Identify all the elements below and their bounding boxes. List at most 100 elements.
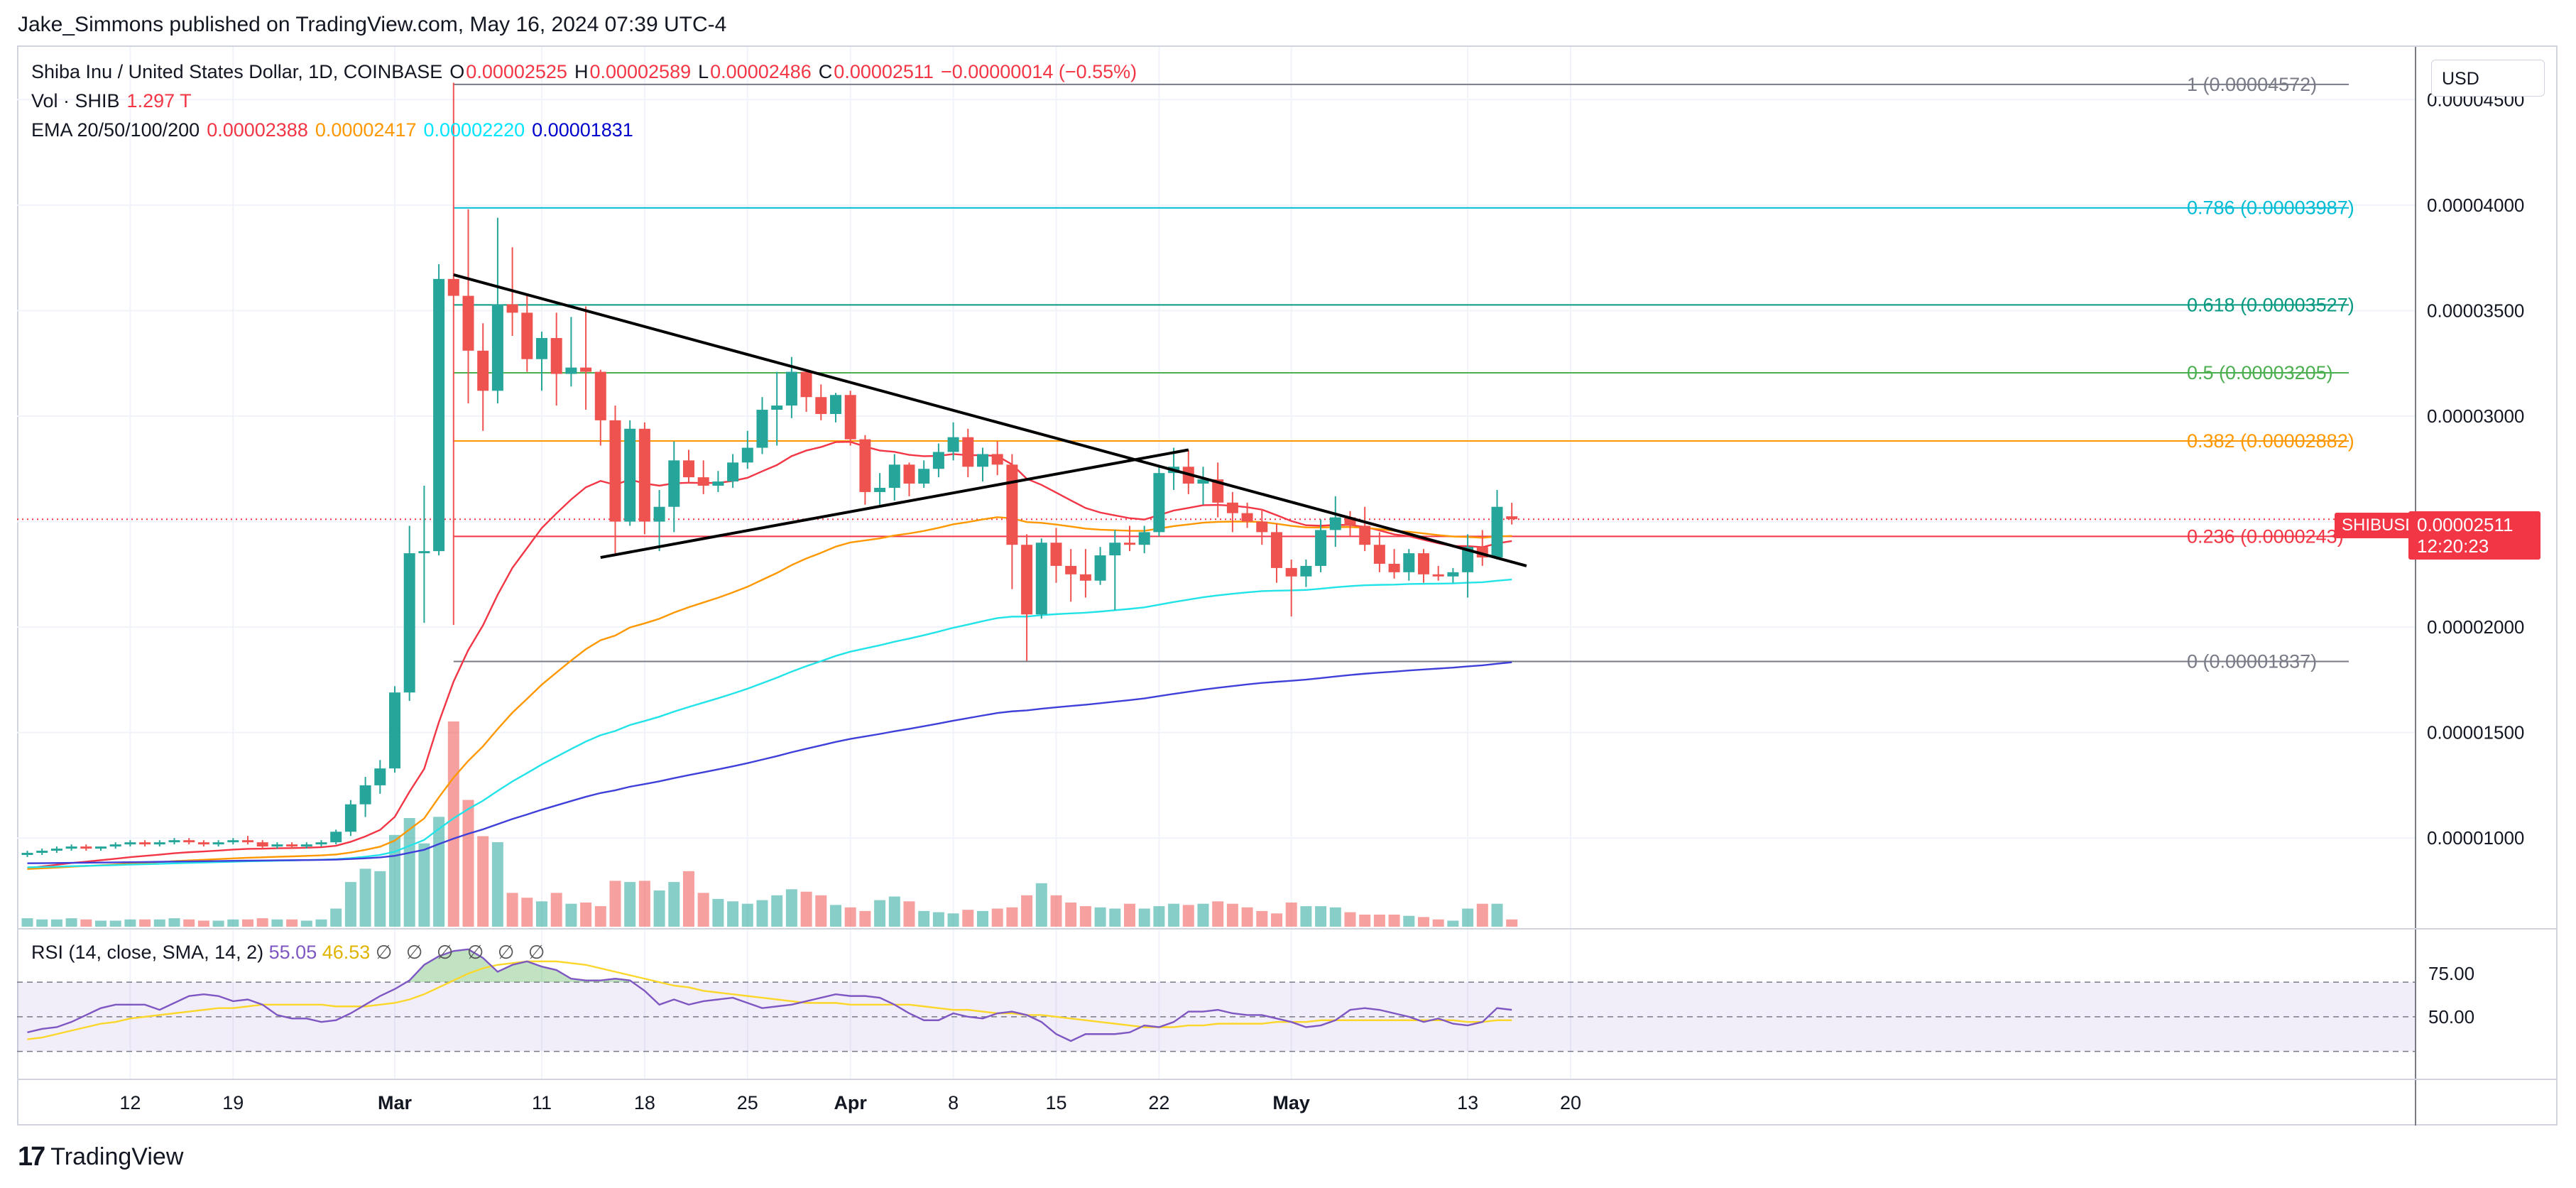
candle — [256, 840, 268, 849]
fib-level-label: 0.5 (0.00003205) — [2187, 362, 2333, 383]
tradingview-logo-icon: 17 — [18, 1142, 45, 1172]
volume-label[interactable]: Vol · SHIB — [31, 90, 120, 111]
candle — [1109, 530, 1121, 611]
time-tick-label: 18 — [634, 1092, 655, 1113]
volume-bar — [491, 842, 503, 927]
ema20-line — [27, 440, 1512, 869]
volume-bar — [153, 919, 165, 927]
candle-body — [1241, 513, 1253, 522]
volume-bar — [727, 901, 739, 927]
candle-body — [800, 371, 812, 398]
candle — [1256, 508, 1268, 545]
candle-body — [1197, 479, 1209, 484]
candle-body — [109, 844, 121, 847]
volume-bar — [991, 908, 1003, 927]
descending-resistance-trendline — [453, 273, 1527, 567]
volume-bar — [1124, 903, 1135, 927]
candle — [462, 209, 474, 404]
candle-body — [1462, 547, 1474, 572]
volume-bar — [271, 919, 283, 927]
candle — [1476, 530, 1488, 566]
candle-body — [389, 692, 400, 769]
time-tick-label: 11 — [532, 1092, 552, 1113]
candle-body — [624, 428, 636, 522]
candle — [844, 391, 856, 446]
publish-caption: Jake_Simmons published on TradingView.co… — [18, 13, 727, 36]
candle-body — [1094, 555, 1106, 581]
candle-body — [242, 840, 253, 843]
candle — [65, 844, 77, 851]
candle — [1079, 549, 1091, 598]
ema200-value: 0.00001831 — [532, 119, 633, 141]
volume-bar — [1241, 907, 1253, 927]
candle — [697, 460, 709, 494]
candle — [389, 686, 400, 773]
candle-body — [550, 338, 562, 374]
candle — [477, 323, 489, 431]
rsi-tick-label: 50.00 — [2428, 1006, 2474, 1028]
candle — [1285, 560, 1297, 617]
fib-level-label: 0.618 (0.00003527) — [2187, 294, 2354, 315]
candle-body — [477, 350, 489, 391]
candle — [1491, 489, 1503, 560]
candle — [447, 82, 459, 626]
time-tick-label: 25 — [737, 1092, 758, 1113]
volume-bar — [1432, 919, 1444, 927]
candle-body — [741, 447, 753, 463]
time-tick-label: Apr — [834, 1092, 867, 1113]
price-tick-label: 0.00001000 — [2427, 827, 2524, 849]
candle — [727, 454, 739, 488]
volume-bar — [95, 920, 107, 927]
volume-bar — [536, 901, 547, 927]
candle — [1506, 503, 1518, 525]
candle — [374, 760, 386, 794]
volume-bar — [418, 843, 430, 927]
rsi-overbought-fill — [409, 949, 631, 983]
footer-brand[interactable]: 17 TradingView — [18, 1142, 183, 1172]
volume-bar — [859, 910, 871, 927]
candle — [565, 317, 577, 387]
candle — [1344, 511, 1356, 537]
rsi-title[interactable]: RSI (14, close, SMA, 14, 2) — [31, 942, 264, 963]
volume-bar — [359, 868, 371, 927]
ema50-value: 0.00002417 — [315, 119, 417, 141]
volume-bar — [1168, 903, 1180, 927]
ema-label[interactable]: EMA 20/50/100/200 — [31, 119, 200, 141]
fib-level-label: 0.382 (0.00002882) — [2187, 430, 2354, 452]
symbol-title[interactable]: Shiba Inu / United States Dollar, 1D, CO… — [31, 61, 443, 82]
candle — [227, 838, 239, 845]
volume-bar — [830, 905, 841, 927]
candle-body — [65, 846, 77, 849]
axes: 0.000010000.000015000.000020000.00002500… — [17, 47, 2558, 1126]
candle — [550, 312, 562, 406]
currency-selector[interactable]: USD — [2431, 60, 2545, 97]
volume-bar — [21, 918, 33, 927]
volume-bar — [1021, 895, 1033, 927]
high-value: 0.00002589 — [589, 61, 692, 82]
candle-body — [638, 428, 650, 522]
volume-bar — [580, 903, 592, 927]
candle-body — [1079, 574, 1091, 581]
candle — [1388, 549, 1400, 579]
candle-body — [1491, 506, 1503, 558]
volume-bar — [65, 918, 77, 927]
candle — [1226, 491, 1238, 533]
candle — [874, 473, 886, 505]
candle — [1138, 525, 1150, 554]
candle — [197, 840, 209, 847]
candle — [1035, 538, 1047, 619]
volume-bar — [50, 919, 62, 927]
ema200-line — [27, 661, 1512, 864]
candle — [418, 486, 430, 623]
candle-body — [977, 454, 988, 467]
ascending-support-trendline — [600, 448, 1189, 560]
legend-volume-row: Vol · SHIB 1.297 T — [31, 90, 199, 112]
legend-ohlc-row: Shiba Inu / United States Dollar, 1D, CO… — [31, 61, 1144, 83]
fib-level-label: 0.786 (0.00003987) — [2187, 197, 2354, 219]
candle — [947, 422, 959, 461]
candle-body — [918, 469, 930, 484]
candle — [359, 777, 371, 817]
volume-bar — [594, 906, 606, 927]
candle — [888, 454, 900, 501]
